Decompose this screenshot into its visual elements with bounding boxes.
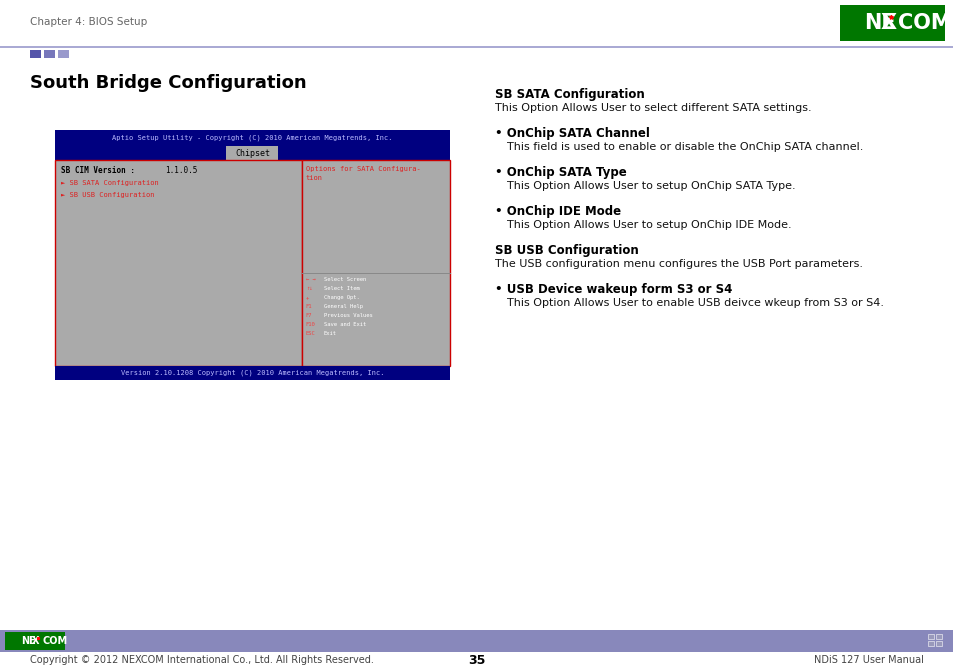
Text: X: X — [880, 13, 896, 33]
Text: F10: F10 — [306, 323, 315, 327]
Text: Previous Values: Previous Values — [323, 313, 373, 319]
Bar — [30, 50, 41, 58]
Text: Select Screen: Select Screen — [323, 278, 366, 282]
Text: F1: F1 — [306, 304, 312, 309]
Bar — [55, 130, 450, 380]
Text: • OnChip SATA Type: • OnChip SATA Type — [495, 166, 626, 179]
Text: ESC: ESC — [306, 331, 315, 336]
Text: Exit: Exit — [323, 331, 336, 336]
Bar — [927, 641, 933, 646]
Text: NE: NE — [21, 636, 35, 646]
Bar — [44, 50, 55, 58]
Bar — [58, 50, 69, 58]
Bar — [840, 5, 944, 41]
Text: SB SATA Configuration: SB SATA Configuration — [495, 88, 644, 101]
Text: tion: tion — [306, 175, 322, 181]
Text: ← →: ← → — [306, 278, 315, 282]
Text: • OnChip IDE Mode: • OnChip IDE Mode — [495, 205, 620, 218]
Text: Options for SATA Configura-: Options for SATA Configura- — [306, 166, 420, 172]
Bar — [0, 630, 953, 652]
Text: Change Opt.: Change Opt. — [323, 295, 359, 300]
Text: The USB configuration menu configures the USB Port parameters.: The USB configuration menu configures th… — [495, 259, 862, 269]
Text: 35: 35 — [468, 653, 485, 667]
Text: Copyright © 2012 NEXCOM International Co., Ltd. All Rights Reserved.: Copyright © 2012 NEXCOM International Co… — [30, 655, 374, 665]
Text: Aptio Setup Utility - Copyright (C) 2010 American Megatrends, Inc.: Aptio Setup Utility - Copyright (C) 2010… — [112, 135, 393, 141]
Text: SB CIM Version :: SB CIM Version : — [61, 166, 135, 175]
Text: SB USB Configuration: SB USB Configuration — [495, 244, 639, 257]
Text: NE: NE — [863, 13, 895, 33]
Bar — [5, 632, 65, 650]
Bar — [935, 634, 941, 639]
Text: Version 2.10.1208 Copyright (C) 2010 American Megatrends, Inc.: Version 2.10.1208 Copyright (C) 2010 Ame… — [121, 370, 384, 376]
Bar — [927, 634, 933, 639]
Bar — [226, 146, 278, 160]
Text: Chipset: Chipset — [234, 149, 270, 157]
Bar — [301, 160, 450, 366]
Text: This Option Allows User to select different SATA settings.: This Option Allows User to select differ… — [495, 103, 811, 113]
Text: ► SB SATA Configuration: ► SB SATA Configuration — [61, 180, 158, 186]
Text: ► SB USB Configuration: ► SB USB Configuration — [61, 192, 154, 198]
Text: This field is used to enable or disable the OnChip SATA channel.: This field is used to enable or disable … — [506, 142, 862, 152]
Bar — [55, 366, 450, 380]
Text: General Help: General Help — [323, 304, 362, 309]
Bar — [935, 641, 941, 646]
Text: This Option Allows User to enable USB deivce wkeup from S3 or S4.: This Option Allows User to enable USB de… — [506, 298, 883, 308]
Bar — [55, 130, 450, 146]
Text: • USB Device wakeup form S3 or S4: • USB Device wakeup form S3 or S4 — [495, 283, 732, 296]
Text: Chapter 4: BIOS Setup: Chapter 4: BIOS Setup — [30, 17, 147, 27]
Text: This Option Allows User to setup OnChip SATA Type.: This Option Allows User to setup OnChip … — [506, 181, 795, 191]
Bar — [55, 160, 301, 366]
Text: 1.1.0.5: 1.1.0.5 — [165, 166, 197, 175]
Text: Select Item: Select Item — [323, 286, 359, 291]
Text: South Bridge Configuration: South Bridge Configuration — [30, 74, 306, 92]
Text: COM: COM — [43, 636, 68, 646]
Text: Save and Exit: Save and Exit — [323, 323, 366, 327]
Text: X: X — [32, 636, 40, 646]
Text: COM: COM — [898, 13, 951, 33]
Text: ↑↓: ↑↓ — [306, 286, 312, 291]
Text: • OnChip SATA Channel: • OnChip SATA Channel — [495, 127, 649, 140]
Text: F7: F7 — [306, 313, 312, 319]
Text: This Option Allows User to setup OnChip IDE Mode.: This Option Allows User to setup OnChip … — [506, 220, 791, 230]
Bar — [55, 160, 450, 366]
Bar — [55, 146, 450, 160]
Text: +: + — [306, 295, 309, 300]
Text: NDiS 127 User Manual: NDiS 127 User Manual — [813, 655, 923, 665]
